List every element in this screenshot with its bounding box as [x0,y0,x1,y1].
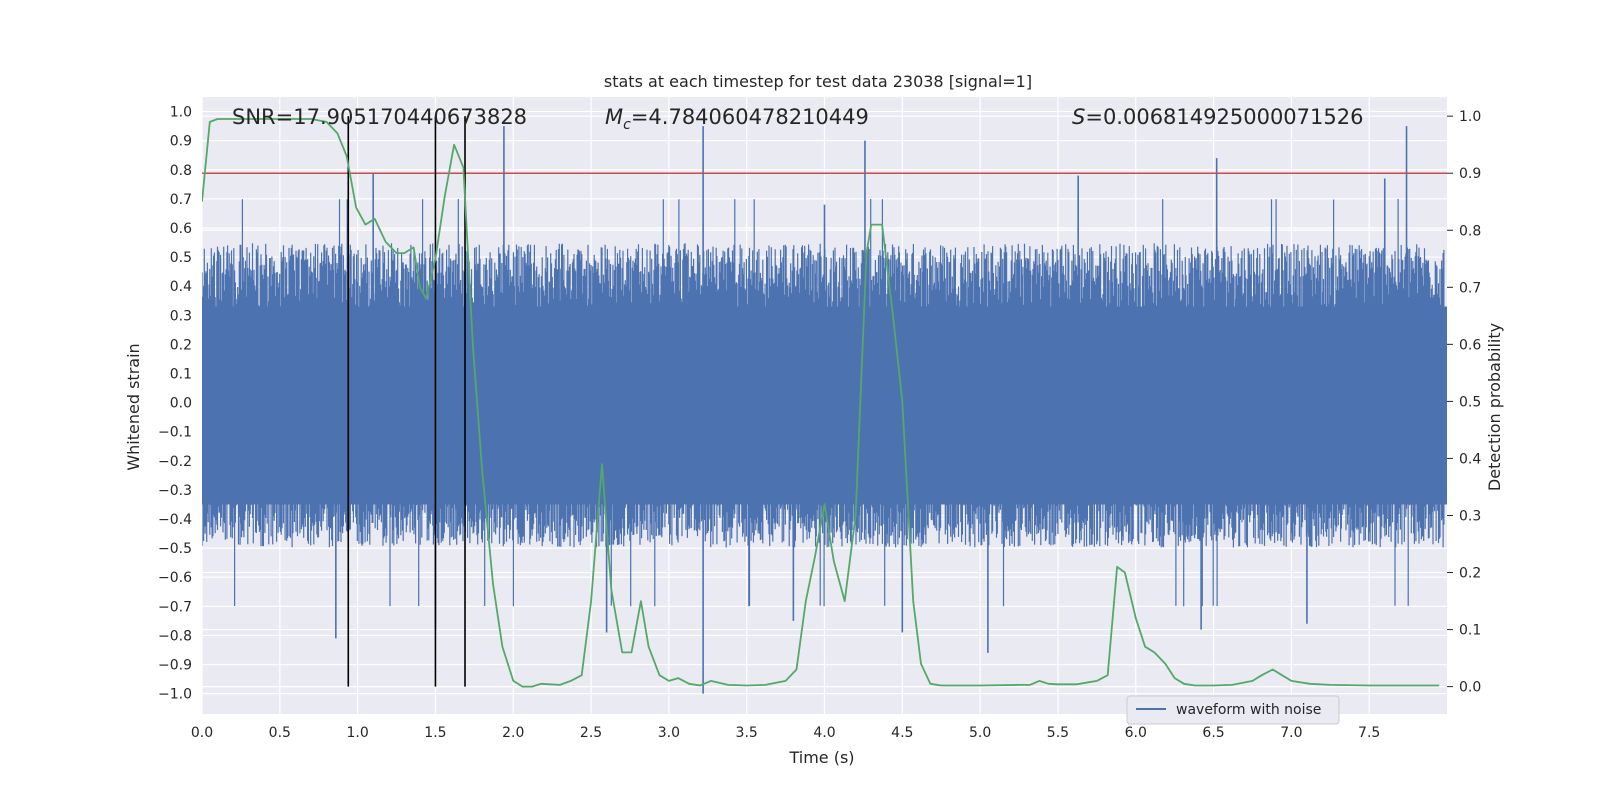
x-tick-label: 4.5 [891,725,913,741]
x-tick-label: 3.5 [736,725,758,741]
x-axis-ticks: 0.0 0.5 1.0 1.5 2.0 2.5 3.0 3.5 4.0 4.5 5.0 5.5 6.0 6… [191,725,1380,741]
y-left-tick-label: −1.0 [158,687,192,703]
chirp-mass-annotation: Mc=4.784060478210449 [605,105,869,133]
x-tick-label: 3.0 [658,725,680,741]
snr-annotation: SNR=17.905170440673828 [232,105,527,129]
s-value: =0.006814925000071526 [1085,105,1363,129]
y-left-tick-label: −0.4 [158,512,192,528]
s-symbol: S [1072,105,1085,129]
y-left-tick-label: 0.5 [170,250,192,266]
y-right-tick-label: 0.0 [1459,680,1481,696]
x-tick-label: 0.5 [269,725,291,741]
x-tick-label: 0.0 [191,725,213,741]
y-right-tick-label: 0.6 [1459,337,1481,353]
x-axis-label: Time (s) [788,748,854,767]
x-tick-label: 1.0 [346,725,368,741]
y-axis-left-label: Whitened strain [124,343,143,470]
x-tick-label: 6.0 [1125,725,1147,741]
y-right-tick-label: 1.0 [1459,109,1481,125]
y-right-tick-label: 0.7 [1459,280,1481,296]
y-left-tick-label: 0.4 [170,279,192,295]
probability-line [202,118,1440,688]
x-tick-label: 7.0 [1280,725,1302,741]
y-right-tick-label: 0.8 [1459,223,1481,239]
mc-subscript: c [623,117,631,133]
y-left-tick-label: −0.5 [158,541,192,557]
y-right-tick-label: 0.5 [1459,394,1481,410]
x-tick-label: 2.0 [502,725,524,741]
x-tick-label: 2.5 [580,725,602,741]
y-left-tick-label: 0.2 [170,337,192,353]
x-tick-label: 6.5 [1202,725,1224,741]
y-left-tick-label: −0.6 [158,570,192,586]
y-left-tick-label: 0.1 [170,366,192,382]
series-detection-probability [202,118,1440,688]
legend: waveform with noise [1126,695,1340,725]
y-axis-right-ticks: 1.0 0.9 0.8 0.7 0.6 0.5 0.4 0.3 0.2 0.1 0.0 [1459,109,1481,695]
y-right-tick-label: 0.4 [1459,451,1481,467]
y-right-tick-label: 0.1 [1459,623,1481,639]
y-left-tick-label: 0.7 [170,192,192,208]
y-left-tick-label: −0.7 [158,599,192,615]
y-left-tick-label: −0.8 [158,628,192,644]
legend-box [1126,695,1340,725]
y-left-tick-label: −0.2 [158,454,192,470]
y-left-tick-label: −0.1 [158,425,192,441]
y-left-tick-label: 0.3 [170,308,192,324]
y-left-tick-label: 0.0 [170,396,192,412]
x-tick-label: 5.5 [1047,725,1069,741]
x-tick-label: 5.0 [969,725,991,741]
y-right-tick-label: 0.9 [1459,166,1481,182]
y-left-tick-label: 0.8 [170,163,192,179]
y-axis-right-label: Detection probability [1485,323,1504,491]
y-left-tick-label: 1.0 [170,105,192,121]
chart-title: stats at each timestep for test data 230… [604,72,1032,91]
s-annotation: S=0.006814925000071526 [1072,105,1363,129]
x-tick-label: 7.5 [1358,725,1380,741]
y-right-tick-label: 0.3 [1459,508,1481,524]
x-tick-label: 1.5 [424,725,446,741]
series-waveform [202,126,1447,694]
y-left-tick-label: 0.9 [170,134,192,150]
y-left-tick-label: −0.3 [158,483,192,499]
y-left-tick-label: 0.6 [170,221,192,237]
mc-value: =4.784060478210449 [631,105,869,129]
x-tick-label: 4.0 [813,725,835,741]
legend-label-waveform: waveform with noise [1176,702,1321,718]
y-axis-left-ticks: 1.0 0.9 0.8 0.7 0.6 0.5 0.4 0.3 0.2 0.1 0.0 −0.1 −0.… [158,105,192,703]
y-left-tick-label: −0.9 [158,658,192,674]
mc-symbol: M [605,105,623,129]
y-right-tick-label: 0.2 [1459,566,1481,582]
